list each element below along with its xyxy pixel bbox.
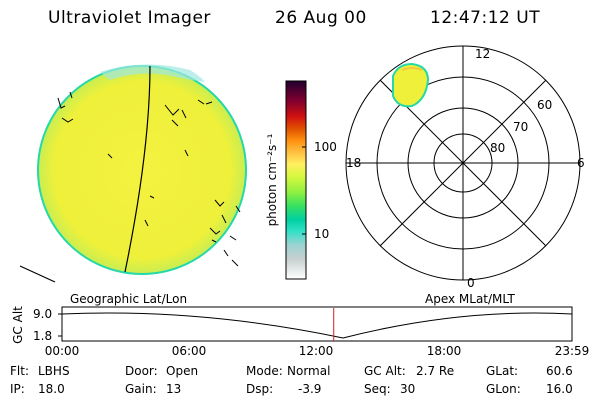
gcalt-label: GC Alt: [364,364,406,378]
seq-label: Seq: [364,382,391,396]
glon-label: GLon: [486,382,521,396]
polar-panel-label: Apex MLat/MLT [425,292,515,306]
mlt-label-6: 6 [577,156,585,170]
timeline-tick-0: 00:00 [44,344,80,358]
door-label: Door: [125,364,158,378]
gain-value: 13 [166,382,182,396]
outline-segment [19,265,56,283]
mlt-label-18: 18 [346,156,362,170]
timeline-tick-1: 06:00 [171,344,207,358]
lat-label-70: 70 [513,120,529,134]
timeline-frame [61,306,573,342]
mlt-label-12: 12 [475,47,491,61]
gcalt-value: 2.7 Re [416,364,455,378]
door-value: Open [166,364,199,378]
mlt-label-0: 0 [467,276,475,290]
seq-value: 30 [400,382,416,396]
mode-value: Normal [287,364,331,378]
lat-label-80: 80 [490,141,506,155]
timeline-tick-3: 18:00 [426,344,462,358]
dsp-value: -3.9 [298,382,322,396]
timeline-y-bottom: 1.8 [33,329,53,343]
colorbar-tick-label-10: 10 [314,227,330,241]
altitude-curve [61,312,573,339]
ip-label: IP: [10,382,25,396]
geographic-globe-image [19,64,247,283]
timeline-y-top: 9.0 [33,307,53,321]
altitude-timeline [58,306,573,342]
timeline-tick-4: 23:59 [554,344,590,358]
glat-value: 60.6 [546,364,573,378]
polar-axis-diag2 [379,79,547,247]
polar-mlat-mlt-plot [345,45,581,281]
ip-value: 18.0 [38,382,65,396]
polar-image-patch [392,62,430,108]
glon-value: 16.0 [546,382,573,396]
dsp-label: Dsp: [246,382,274,396]
glat-label: GLat: [486,364,519,378]
globe-panel-label: Geographic Lat/Lon [70,292,188,306]
mode-label: Mode: [246,364,283,378]
timeline-tick-2: 12:00 [298,344,334,358]
lat-label-60: 60 [537,98,553,112]
gain-label: Gain: [125,382,157,396]
coastline-fragments [57,91,241,267]
globe-limb-glow [100,64,205,82]
flt-value: LBHS [38,364,70,378]
terminator-line [124,65,151,273]
instrument-title: Ultraviolet Imager [48,8,211,28]
colorbar-tick-label-100: 100 [314,140,337,154]
header-time: 12:47:12 UT [430,8,541,28]
timeline-y-label: GC Alt [11,306,25,344]
header-date: 26 Aug 00 [275,8,367,28]
colorbar [285,80,307,280]
flt-label: Flt: [10,364,29,378]
colorbar-units-label: photon cm⁻²s⁻¹ [265,133,279,227]
